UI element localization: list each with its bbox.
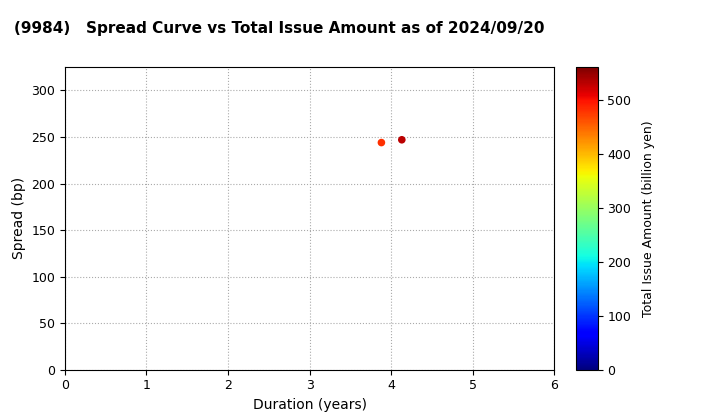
Y-axis label: Spread (bp): Spread (bp): [12, 177, 26, 260]
Point: [376, 139, 387, 146]
X-axis label: Duration (years): Duration (years): [253, 398, 366, 412]
Point: [396, 136, 408, 143]
Text: (9984)   Spread Curve vs Total Issue Amount as of 2024/09/20: (9984) Spread Curve vs Total Issue Amoun…: [14, 21, 545, 36]
Y-axis label: Total Issue Amount (billion yen): Total Issue Amount (billion yen): [642, 120, 655, 317]
